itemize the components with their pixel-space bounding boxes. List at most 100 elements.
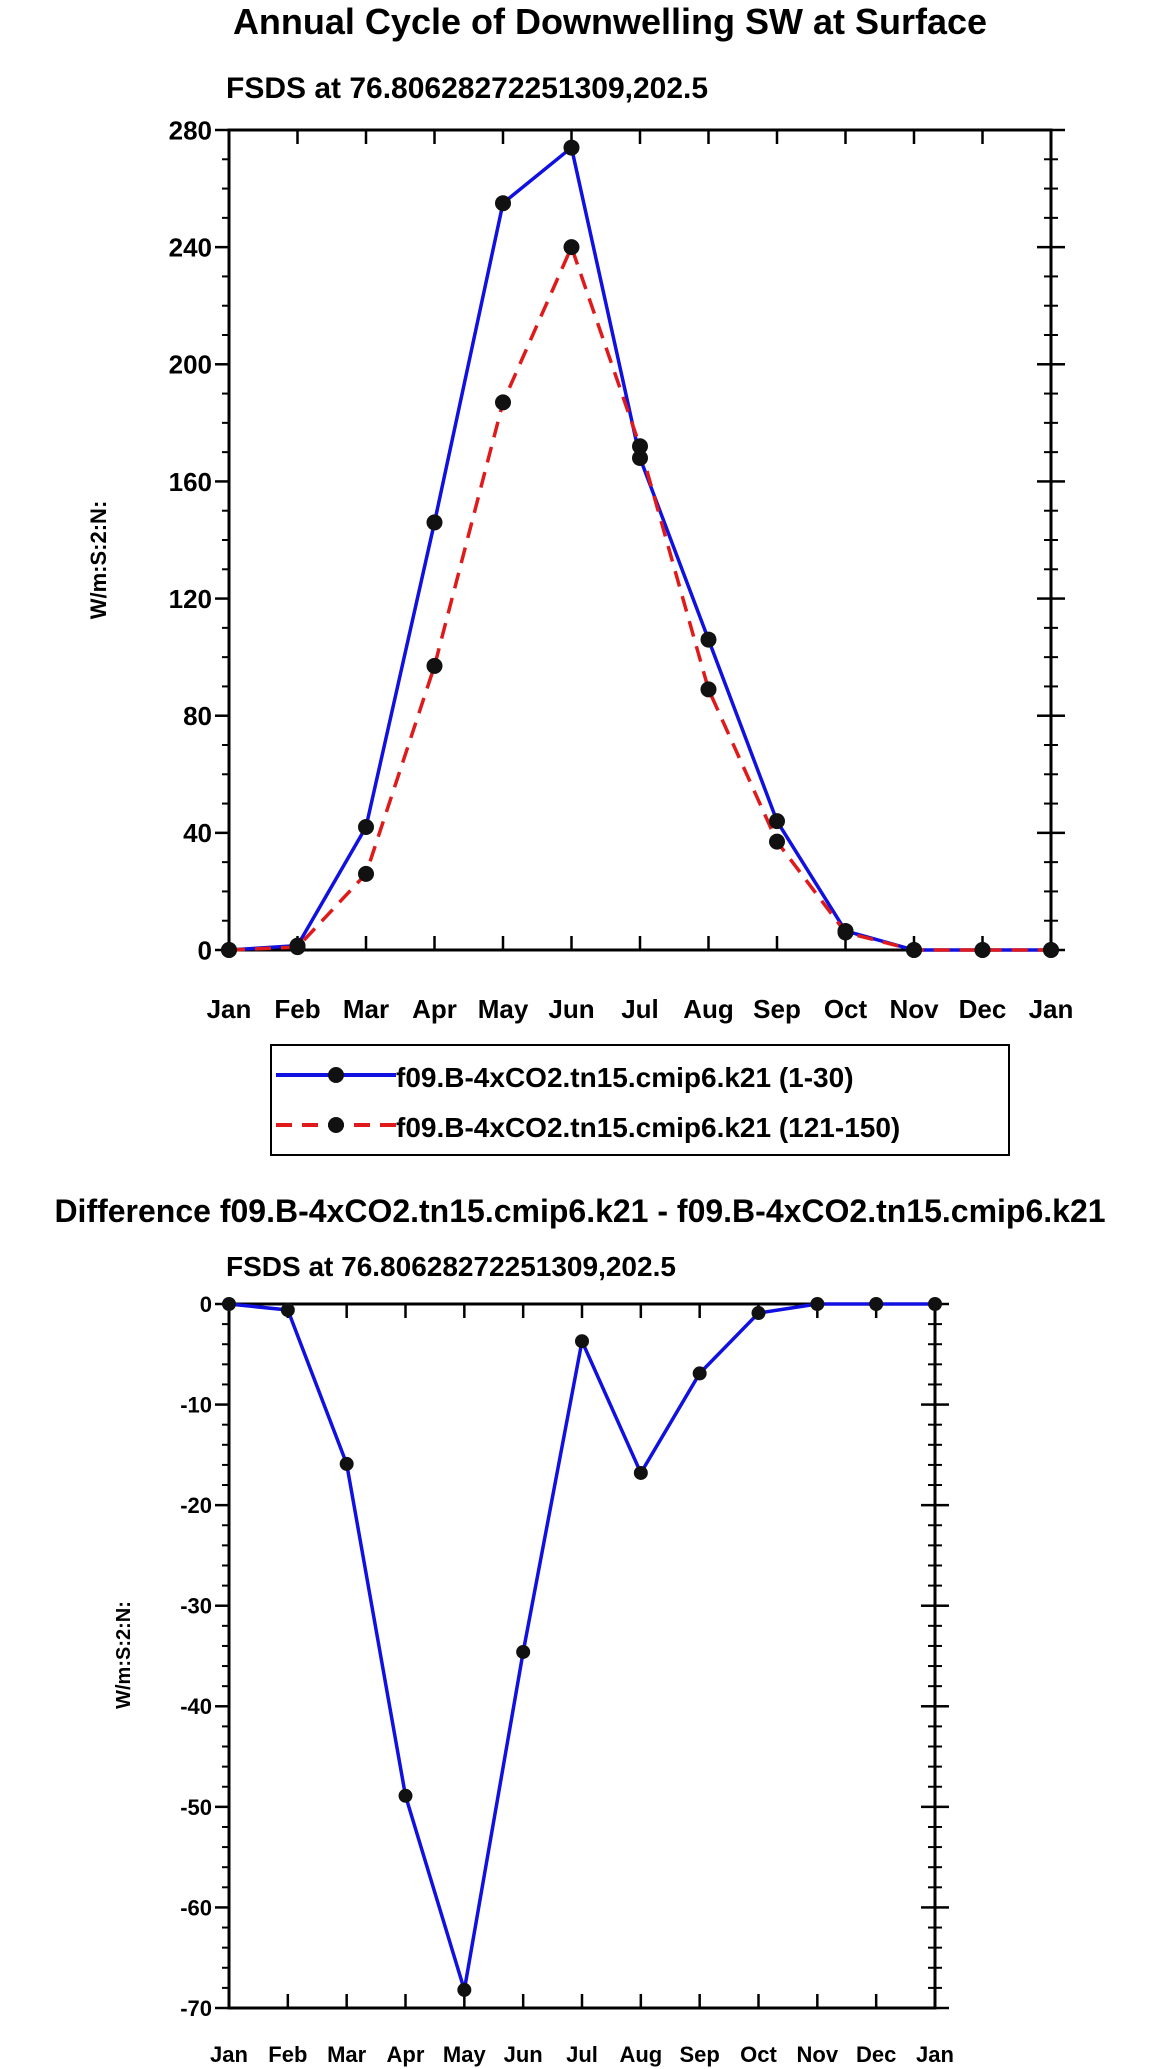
legend-label-series-1: f09.B-4xCO2.tn15.cmip6.k21 (1-30) — [396, 1062, 854, 1093]
series-line-2 — [228, 245, 1051, 952]
y-tick-label: -20 — [180, 1493, 212, 1518]
y-tick-label: -70 — [180, 1996, 212, 2021]
data-point-series-1 — [563, 139, 580, 156]
x-tick-label: Jul — [621, 994, 659, 1024]
x-tick-label: Feb — [274, 994, 320, 1024]
data-point-series-1 — [632, 450, 648, 466]
y-tick-label: 40 — [183, 818, 212, 848]
data-point-series-1 — [751, 1306, 766, 1321]
chart-title: Annual Cycle of Downwelling SW at Surfac… — [233, 1, 987, 42]
y-tick-label: 0 — [200, 1292, 212, 1317]
series-markers — [222, 1297, 942, 1997]
x-tick-label: Mar — [343, 994, 389, 1024]
data-point-series-2 — [769, 833, 785, 850]
data-point-series-1 — [398, 1788, 413, 1803]
legend: f09.B-4xCO2.tn15.cmip6.k21 (1-30) f09.B-… — [270, 1044, 1010, 1156]
y-tick-label: -30 — [180, 1594, 212, 1619]
x-tick-label: Jun — [548, 994, 594, 1024]
x-tick-label: Aug — [683, 994, 734, 1024]
x-tick-label: Nov — [889, 994, 939, 1024]
data-point-series-1 — [222, 1297, 236, 1311]
data-point-series-2 — [632, 438, 648, 455]
data-point-series-1 — [928, 1297, 942, 1311]
data-point-series-2 — [358, 865, 374, 882]
x-tick-label: Sep — [753, 994, 801, 1024]
data-point-series-2 — [1043, 942, 1059, 958]
data-point-series-2 — [563, 239, 580, 256]
series-line-1 — [228, 145, 1051, 952]
y-tick-label: 280 — [169, 115, 212, 145]
series-markers — [221, 139, 1059, 958]
data-point-series-1 — [457, 1982, 472, 1997]
axis-ticks: Jan Feb Mar Apr May Jun Jul Aug Sep Oct Nov Dec Jan 0… — [169, 115, 1074, 1024]
y-tick-label: 240 — [169, 233, 212, 263]
difference-chart: Difference f09.B-4xCO2.tn15.cmip6.k21 - … — [54, 1193, 1105, 2067]
legend-label-series-2: f09.B-4xCO2.tn15.cmip6.k21 (121-150) — [396, 1112, 900, 1143]
axis-ticks: Jan Feb Mar Apr May Jun Jul Aug Sep Oct Nov Dec Jan 0… — [180, 1292, 954, 2067]
data-point-series-1 — [692, 1366, 707, 1381]
data-point-series-1 — [633, 1465, 648, 1480]
y-tick-label: -50 — [180, 1795, 212, 1820]
y-tick-label: -60 — [180, 1895, 212, 1920]
x-tick-label: Apr — [387, 2042, 425, 2067]
x-tick-label: Feb — [268, 2042, 307, 2067]
data-point-series-1 — [810, 1297, 825, 1311]
legend-box — [270, 1044, 1010, 1156]
x-tick-label: Jun — [504, 2042, 543, 2067]
x-tick-label: Sep — [679, 2042, 719, 2067]
x-tick-label: May — [478, 994, 529, 1024]
data-point-series-1 — [280, 1303, 295, 1318]
x-tick-label: Jan — [210, 2042, 248, 2067]
annual-cycle-chart: Annual Cycle of Downwelling SW at Surfac… — [86, 1, 1073, 1024]
data-point-series-2 — [426, 657, 443, 674]
y-tick-label: 80 — [183, 701, 212, 731]
data-point-series-2 — [974, 942, 991, 958]
data-point-series-1 — [426, 514, 443, 531]
x-tick-label: Jan — [207, 994, 252, 1024]
chart-subtitle: FSDS at 76.80628272251309,202.5 — [226, 1251, 676, 1282]
data-point-series-1 — [495, 195, 511, 212]
x-tick-label: Dec — [959, 994, 1007, 1024]
data-point-series-2 — [495, 394, 511, 411]
x-tick-label: May — [443, 2042, 487, 2067]
data-point-series-1 — [358, 819, 374, 835]
y-tick-label: -40 — [180, 1694, 212, 1719]
chart-subtitle: FSDS at 76.80628272251309,202.5 — [226, 72, 708, 105]
data-point-series-2 — [289, 939, 306, 956]
data-point-series-1 — [769, 813, 785, 830]
x-tick-label: Jan — [916, 2042, 954, 2067]
y-tick-label: 120 — [169, 584, 212, 614]
legend-marker-series-1 — [328, 1067, 344, 1083]
data-point-series-1 — [516, 1644, 531, 1659]
x-tick-label: Oct — [740, 2042, 777, 2067]
data-point-series-2 — [700, 681, 717, 698]
series-lines — [228, 1302, 935, 1992]
chart-title: Difference f09.B-4xCO2.tn15.cmip6.k21 - … — [54, 1193, 1105, 1229]
x-tick-label: Aug — [619, 2042, 662, 2067]
y-axis-label: W/m:S:2:N: — [86, 501, 111, 620]
data-point-series-2 — [906, 942, 922, 958]
plot-frame — [227, 1302, 937, 2010]
x-tick-label: Oct — [824, 994, 868, 1024]
series-line-1 — [228, 1302, 935, 1992]
x-tick-label: Mar — [327, 2042, 367, 2067]
y-axis-label: W/m:S:2:N: — [113, 1601, 135, 1709]
y-tick-label: 200 — [169, 350, 212, 380]
series-lines — [228, 145, 1051, 952]
data-point-series-2 — [837, 924, 854, 941]
x-tick-label: Apr — [412, 994, 457, 1024]
legend-marker-series-2 — [328, 1117, 344, 1133]
plot-frame — [227, 128, 1053, 952]
x-tick-label: Nov — [797, 2042, 839, 2067]
x-tick-label: Jan — [1029, 994, 1074, 1024]
data-point-series-1 — [339, 1456, 354, 1471]
data-point-series-1 — [575, 1334, 589, 1349]
data-point-series-1 — [869, 1297, 884, 1311]
y-tick-label: -10 — [180, 1392, 212, 1417]
data-point-series-2 — [221, 942, 237, 958]
data-point-series-1 — [700, 631, 717, 648]
x-tick-label: Dec — [856, 2042, 896, 2067]
y-tick-label: 0 — [198, 935, 212, 965]
x-tick-label: Jul — [566, 2042, 598, 2067]
